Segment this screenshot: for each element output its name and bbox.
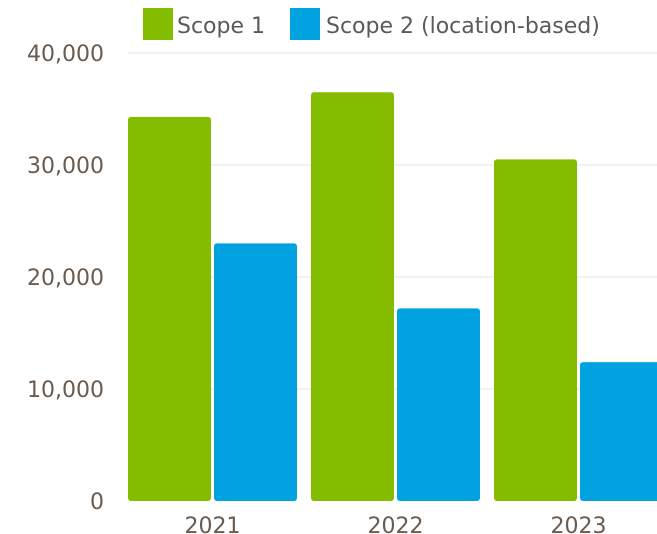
legend-label-scope-2: Scope 2 (location-based) — [326, 14, 600, 39]
bar-scope-1-2023 — [494, 159, 577, 501]
bar-scope-2-2022 — [397, 308, 480, 501]
y-tick-label: 10,000 — [27, 378, 104, 403]
x-tick-label: 2023 — [551, 514, 607, 534]
x-tick-label: 2022 — [368, 514, 424, 534]
legend: Scope 1 Scope 2 (location-based) — [143, 8, 600, 40]
legend-label-scope-1: Scope 1 — [177, 14, 265, 39]
x-tick-label: 2021 — [185, 514, 241, 534]
y-axis: 0 10,000 20,000 30,000 40,000 — [27, 42, 104, 515]
bar-scope-1-2022 — [311, 92, 394, 501]
bar-scope-2-2021 — [214, 243, 297, 501]
y-tick-label: 0 — [90, 490, 104, 515]
x-axis: 2021 2022 2023 — [185, 514, 607, 534]
bar-scope-1-2021 — [128, 117, 211, 501]
legend-swatch-scope-2 — [290, 8, 320, 40]
bars — [128, 92, 657, 501]
y-tick-label: 20,000 — [27, 266, 104, 291]
bar-scope-2-2023 — [580, 362, 657, 501]
y-tick-label: 30,000 — [27, 154, 104, 179]
y-tick-label: 40,000 — [27, 42, 104, 67]
legend-swatch-scope-1 — [143, 8, 173, 40]
